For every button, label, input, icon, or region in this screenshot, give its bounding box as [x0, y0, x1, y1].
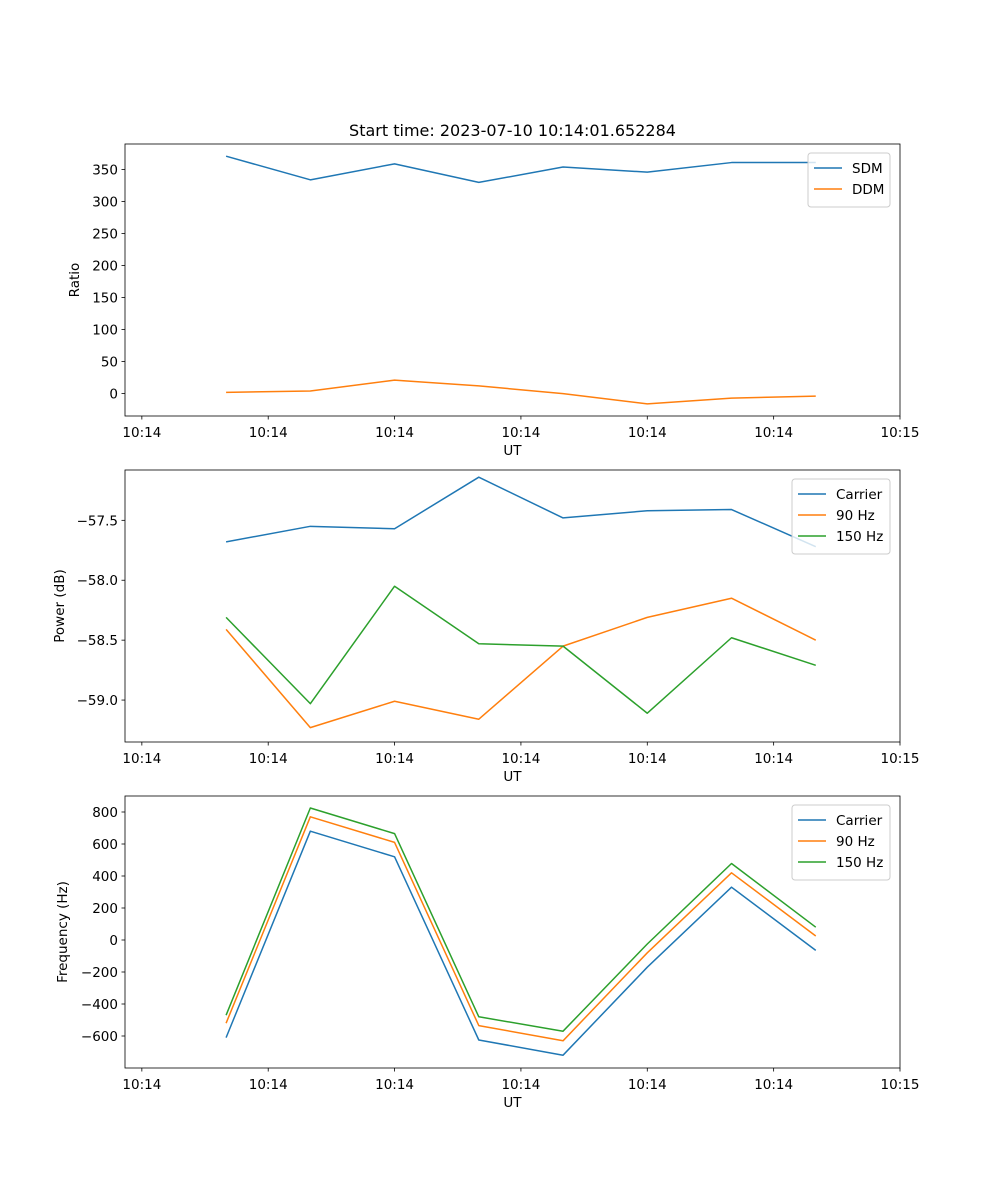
x-tick-label: 10:15 — [881, 1077, 920, 1093]
y-axis-label: Power (dB) — [52, 569, 68, 642]
series-line-90-hz — [225, 597, 817, 729]
x-tick-label: 10:14 — [249, 1077, 288, 1093]
axes-frame — [124, 469, 901, 743]
x-tick-label: 10:14 — [122, 751, 161, 767]
x-tick-label: 10:14 — [754, 425, 793, 441]
y-tick-label: −600 — [81, 1029, 118, 1045]
y-tick-label: −57.5 — [77, 513, 118, 529]
x-axis-label: UT — [503, 1095, 522, 1111]
legend-label: Carrier — [836, 487, 883, 503]
x-tick-label: 10:14 — [501, 425, 540, 441]
y-tick-label: 300 — [92, 195, 118, 211]
y-axis-label: Frequency (Hz) — [55, 881, 71, 983]
y-tick-label: 600 — [92, 837, 118, 853]
y-tick-label: 250 — [92, 227, 118, 243]
series-line-150-hz — [225, 585, 816, 714]
series-line-ddm — [226, 379, 816, 405]
legend-label: 150 Hz — [836, 529, 883, 545]
legend-label: SDM — [852, 161, 883, 177]
x-tick-label: 10:14 — [628, 751, 667, 767]
x-tick-label: 10:14 — [375, 425, 414, 441]
x-tick-label: 10:14 — [501, 1077, 540, 1093]
legend-label: DDM — [852, 182, 884, 198]
series-line-sdm — [225, 155, 816, 184]
y-tick-label: 0 — [109, 387, 118, 403]
axes-frame — [124, 143, 901, 417]
x-tick-label: 10:14 — [375, 1077, 414, 1093]
y-tick-label: 50 — [101, 355, 118, 371]
y-tick-label: 400 — [92, 869, 118, 885]
y-tick-label: −58.0 — [77, 573, 118, 589]
y-tick-label: 100 — [92, 323, 118, 339]
x-tick-label: 10:15 — [881, 425, 920, 441]
x-tick-label: 10:14 — [122, 1077, 161, 1093]
legend: SDM DDM — [807, 152, 891, 208]
y-tick-label: 350 — [92, 163, 118, 179]
legend: Carrier 90 Hz 150 Hz — [791, 478, 891, 555]
x-tick-label: 10:14 — [375, 751, 414, 767]
chart-title: Start time: 2023-07-10 10:14:01.652284 — [349, 121, 676, 140]
y-tick-label: 150 — [92, 291, 118, 307]
series-line-90-hz — [225, 816, 817, 1042]
x-tick-label: 10:14 — [249, 425, 288, 441]
axes-frame — [124, 795, 901, 1069]
y-tick-label: −59.0 — [77, 693, 118, 709]
legend-label: Carrier — [836, 813, 883, 829]
x-tick-label: 10:14 — [754, 1077, 793, 1093]
y-tick-label: 0 — [109, 933, 118, 949]
legend-label: 150 Hz — [836, 855, 883, 871]
subplot-3: 10:14 10:14 10:14 10:14 10:14 10:14 10:15 800 60… — [55, 795, 920, 1111]
legend-box — [807, 152, 891, 208]
series-line-carrier — [225, 830, 817, 1056]
x-tick-label: 10:14 — [628, 1077, 667, 1093]
y-tick-label: 200 — [92, 259, 118, 275]
series-line-carrier — [225, 476, 817, 548]
legend: Carrier 90 Hz 150 Hz — [791, 804, 891, 881]
y-tick-label: −200 — [81, 965, 118, 981]
subplot-1: Start time: 2023-07-10 10:14:01.652284 10… — [67, 121, 919, 459]
y-tick-label: −400 — [81, 997, 118, 1013]
x-tick-label: 10:14 — [122, 425, 161, 441]
series-line-150-hz — [225, 807, 817, 1032]
x-tick-label: 10:14 — [628, 425, 667, 441]
y-tick-label: 200 — [92, 901, 118, 917]
x-tick-label: 10:14 — [249, 751, 288, 767]
x-tick-label: 10:14 — [501, 751, 540, 767]
subplot-2: 10:14 10:14 10:14 10:14 10:14 10:14 10:15 −57.5… — [52, 469, 920, 785]
legend-label: 90 Hz — [836, 508, 875, 524]
x-axis-label: UT — [503, 769, 522, 785]
x-tick-label: 10:15 — [881, 751, 920, 767]
y-tick-label: 800 — [92, 805, 118, 821]
y-axis-label: Ratio — [67, 263, 83, 298]
y-tick-label: −58.5 — [77, 633, 118, 649]
legend-label: 90 Hz — [836, 834, 875, 850]
x-axis-label: UT — [503, 443, 522, 459]
x-tick-label: 10:14 — [754, 751, 793, 767]
